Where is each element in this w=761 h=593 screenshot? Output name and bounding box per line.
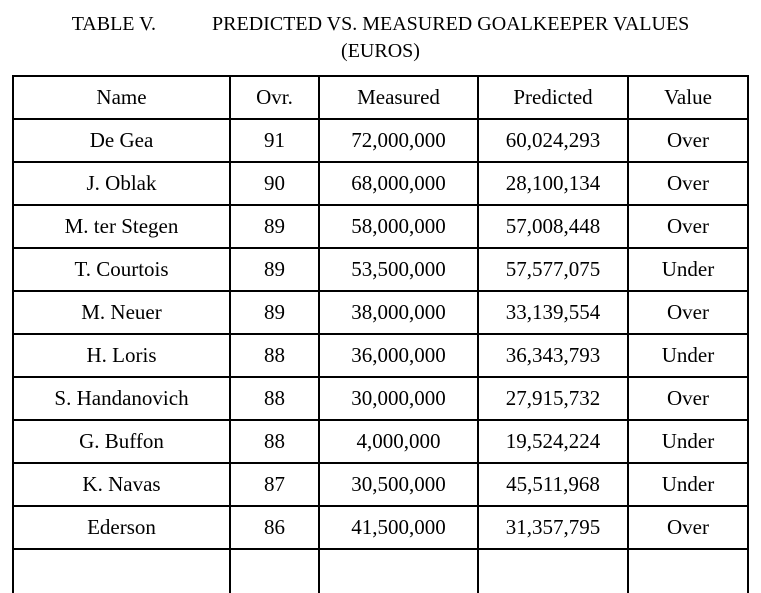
cell-ovr: 90 bbox=[229, 161, 320, 206]
cell-predicted: 19,524,224 bbox=[477, 419, 629, 464]
cell-name: M. Neuer bbox=[12, 290, 231, 335]
cell-name: Ederson bbox=[12, 505, 231, 550]
cell-ovr bbox=[229, 548, 320, 593]
cell-predicted: 31,357,795 bbox=[477, 505, 629, 550]
cell-ovr: 88 bbox=[229, 333, 320, 378]
cell-predicted: 60,024,293 bbox=[477, 118, 629, 163]
cell-predicted bbox=[477, 548, 629, 593]
cell-value: Over bbox=[627, 505, 749, 550]
cell-ovr: 88 bbox=[229, 376, 320, 421]
cell-measured bbox=[318, 548, 479, 593]
cell-name: J. Oblak bbox=[12, 161, 231, 206]
cell-measured: 58,000,000 bbox=[318, 204, 479, 249]
cell-name: T. Courtois bbox=[12, 247, 231, 292]
cell-measured: 68,000,000 bbox=[318, 161, 479, 206]
table-row: T. Courtois 89 53,500,000 57,577,075 Und… bbox=[12, 247, 749, 292]
column-header-name: Name bbox=[12, 75, 231, 120]
cell-measured: 30,500,000 bbox=[318, 462, 479, 507]
cell-predicted: 57,008,448 bbox=[477, 204, 629, 249]
cell-measured: 72,000,000 bbox=[318, 118, 479, 163]
cell-value: Under bbox=[627, 419, 749, 464]
column-header-value: Value bbox=[627, 75, 749, 120]
cell-value: Over bbox=[627, 161, 749, 206]
table-title: PREDICTED VS. MEASURED GOALKEEPER VALUES bbox=[212, 13, 690, 35]
cell-measured: 38,000,000 bbox=[318, 290, 479, 335]
cell-measured: 36,000,000 bbox=[318, 333, 479, 378]
table-row: K. Navas 87 30,500,000 45,511,968 Under bbox=[12, 462, 749, 507]
cell-value bbox=[627, 548, 749, 593]
cell-ovr: 89 bbox=[229, 204, 320, 249]
cell-predicted: 28,100,134 bbox=[477, 161, 629, 206]
table-caption: TABLE V. PREDICTED VS. MEASURED GOALKEEPE… bbox=[0, 11, 761, 65]
cell-value: Over bbox=[627, 118, 749, 163]
table-row: H. Loris 88 36,000,000 36,343,793 Under bbox=[12, 333, 749, 378]
cell-ovr: 87 bbox=[229, 462, 320, 507]
cell-value: Over bbox=[627, 290, 749, 335]
table-row: S. Handanovich 88 30,000,000 27,915,732 … bbox=[12, 376, 749, 421]
cell-ovr: 89 bbox=[229, 290, 320, 335]
cell-predicted: 27,915,732 bbox=[477, 376, 629, 421]
table-subtitle: (EUROS) bbox=[341, 40, 420, 62]
cell-measured: 53,500,000 bbox=[318, 247, 479, 292]
cell-ovr: 86 bbox=[229, 505, 320, 550]
cell-value: Under bbox=[627, 247, 749, 292]
cell-predicted: 33,139,554 bbox=[477, 290, 629, 335]
table-row: Ederson 86 41,500,000 31,357,795 Over bbox=[12, 505, 749, 550]
caption-line-1: TABLE V. PREDICTED VS. MEASURED GOALKEEPE… bbox=[0, 11, 761, 38]
table-row: G. Buffon 88 4,000,000 19,524,224 Under bbox=[12, 419, 749, 464]
cell-name: G. Buffon bbox=[12, 419, 231, 464]
cell-ovr: 89 bbox=[229, 247, 320, 292]
table-number-label: TABLE V. bbox=[71, 13, 157, 35]
cell-ovr: 91 bbox=[229, 118, 320, 163]
cell-name: M. ter Stegen bbox=[12, 204, 231, 249]
cell-measured: 41,500,000 bbox=[318, 505, 479, 550]
column-header-predicted: Predicted bbox=[477, 75, 629, 120]
cell-ovr: 88 bbox=[229, 419, 320, 464]
cell-value: Under bbox=[627, 462, 749, 507]
cell-predicted: 45,511,968 bbox=[477, 462, 629, 507]
cell-name: De Gea bbox=[12, 118, 231, 163]
table-row: De Gea 91 72,000,000 60,024,293 Over bbox=[12, 118, 749, 163]
table-row-clipped bbox=[12, 548, 749, 593]
goalkeeper-values-table: Name Ovr. Measured Predicted Value De Ge… bbox=[12, 75, 749, 593]
cell-predicted: 57,577,075 bbox=[477, 247, 629, 292]
cell-value: Over bbox=[627, 376, 749, 421]
cell-value: Under bbox=[627, 333, 749, 378]
table-row: J. Oblak 90 68,000,000 28,100,134 Over bbox=[12, 161, 749, 206]
cell-name bbox=[12, 548, 231, 593]
cell-value: Over bbox=[627, 204, 749, 249]
table-row: M. ter Stegen 89 58,000,000 57,008,448 O… bbox=[12, 204, 749, 249]
cell-name: K. Navas bbox=[12, 462, 231, 507]
header-row: Name Ovr. Measured Predicted Value bbox=[12, 75, 749, 120]
column-header-ovr: Ovr. bbox=[229, 75, 320, 120]
cell-measured: 4,000,000 bbox=[318, 419, 479, 464]
table-row: M. Neuer 89 38,000,000 33,139,554 Over bbox=[12, 290, 749, 335]
column-header-measured: Measured bbox=[318, 75, 479, 120]
cell-measured: 30,000,000 bbox=[318, 376, 479, 421]
cell-name: S. Handanovich bbox=[12, 376, 231, 421]
cell-name: H. Loris bbox=[12, 333, 231, 378]
cell-predicted: 36,343,793 bbox=[477, 333, 629, 378]
